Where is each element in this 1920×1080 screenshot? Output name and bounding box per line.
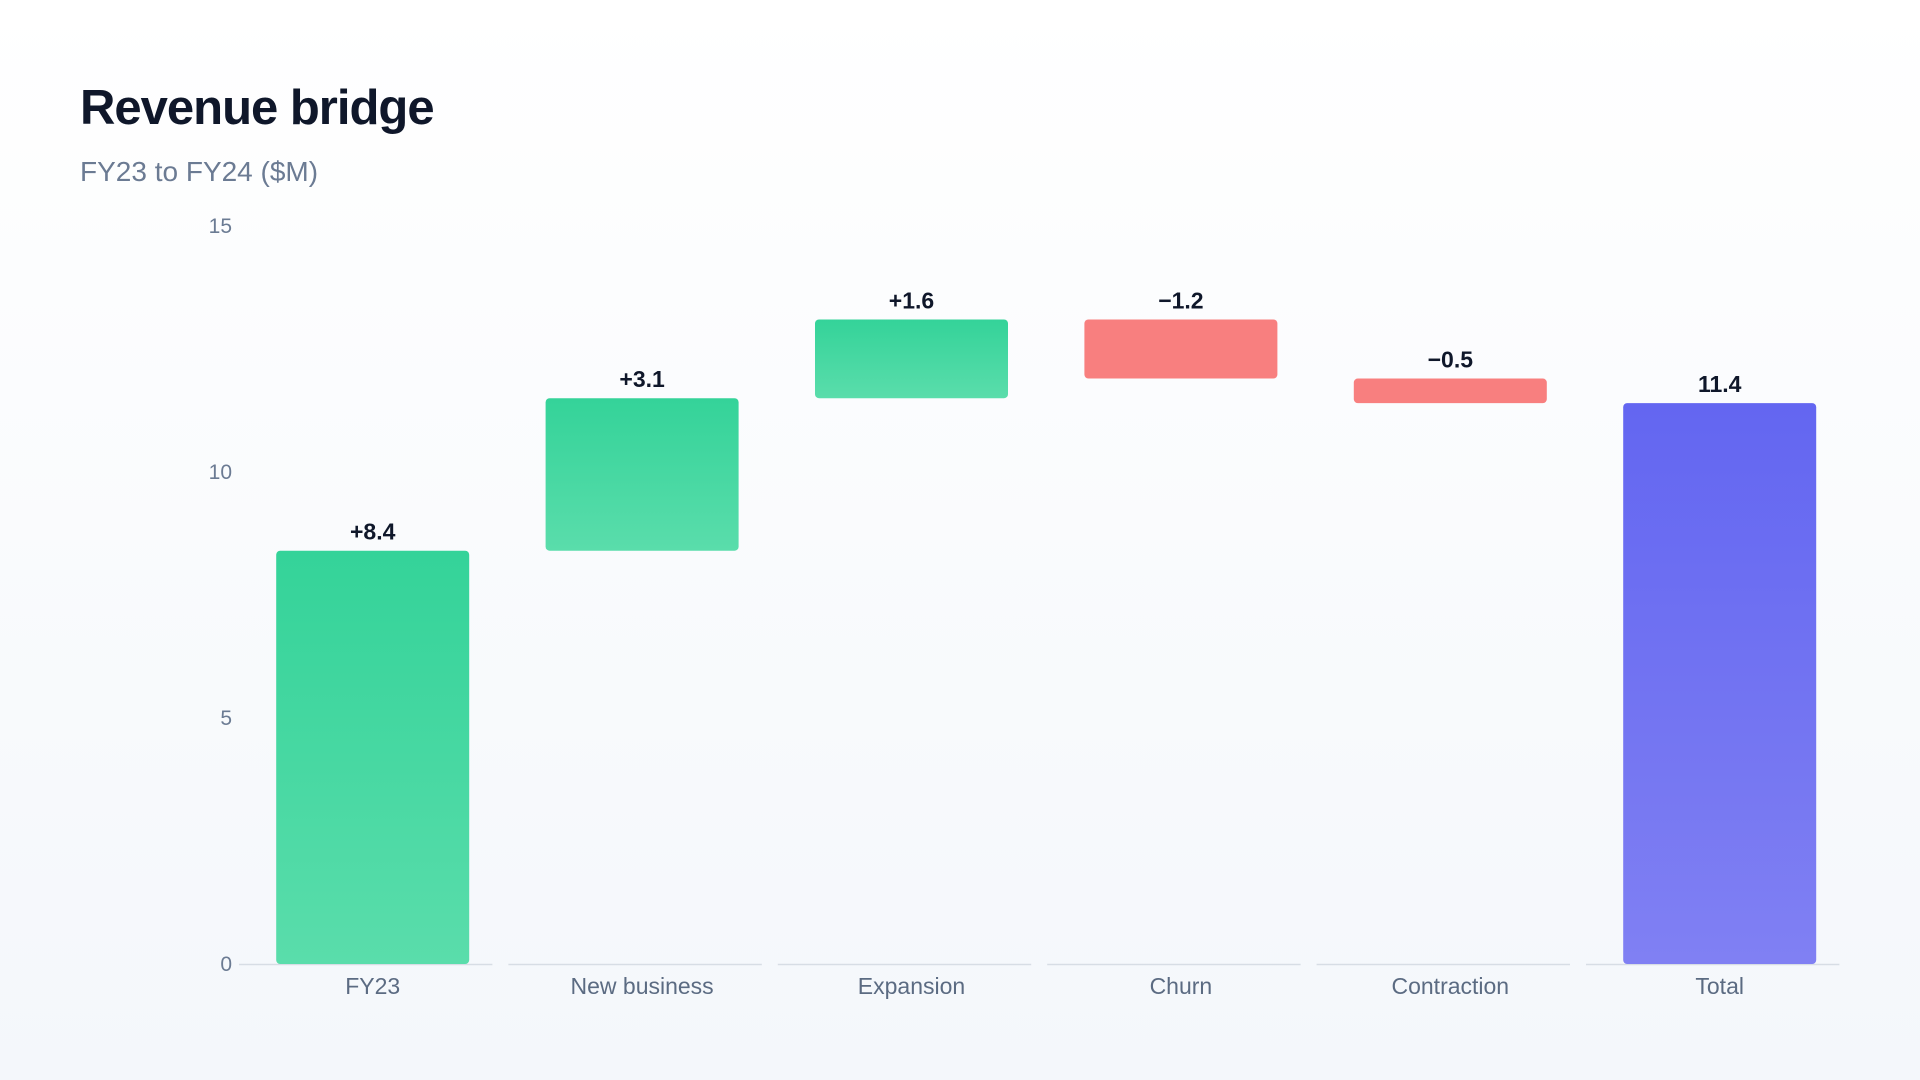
y-tick-label-3: 15 xyxy=(209,215,232,238)
category-label-5: Total xyxy=(1695,973,1744,999)
value-label-4: −0.5 xyxy=(1428,347,1474,373)
bar-expansion xyxy=(815,319,1008,399)
category-labels: FY23 New business Expansion Churn Contractio… xyxy=(345,973,1744,999)
y-tick-label-0: 0 xyxy=(220,953,232,976)
bar-fy23 xyxy=(276,550,470,964)
category-label-1: New business xyxy=(571,973,714,999)
bar-total xyxy=(1623,403,1817,964)
y-tick-label-2: 10 xyxy=(209,461,232,484)
bar-new-business xyxy=(545,398,739,551)
category-label-3: Churn xyxy=(1150,973,1213,999)
value-label-2: +1.6 xyxy=(889,287,934,313)
chart-title: Revenue bridge xyxy=(80,81,435,135)
value-label-0: +8.4 xyxy=(350,519,396,545)
value-label-1: +3.1 xyxy=(619,366,665,392)
bar-churn xyxy=(1084,319,1278,379)
y-axis: 0 5 10 15 xyxy=(209,215,232,976)
chart-subtitle: FY23 to FY24 ($M) xyxy=(80,156,319,187)
category-label-4: Contraction xyxy=(1391,973,1509,999)
value-label-3: −1.2 xyxy=(1158,287,1203,313)
category-label-2: Expansion xyxy=(858,973,965,999)
category-label-0: FY23 xyxy=(345,973,400,999)
bars xyxy=(276,319,1817,964)
bar-contraction xyxy=(1353,378,1547,404)
value-label-5: 11.4 xyxy=(1698,371,1742,397)
value-labels: +8.4 +3.1 +1.6 −1.2 −0.5 11.4 xyxy=(350,287,1742,544)
y-tick-label-1: 5 xyxy=(220,707,232,730)
